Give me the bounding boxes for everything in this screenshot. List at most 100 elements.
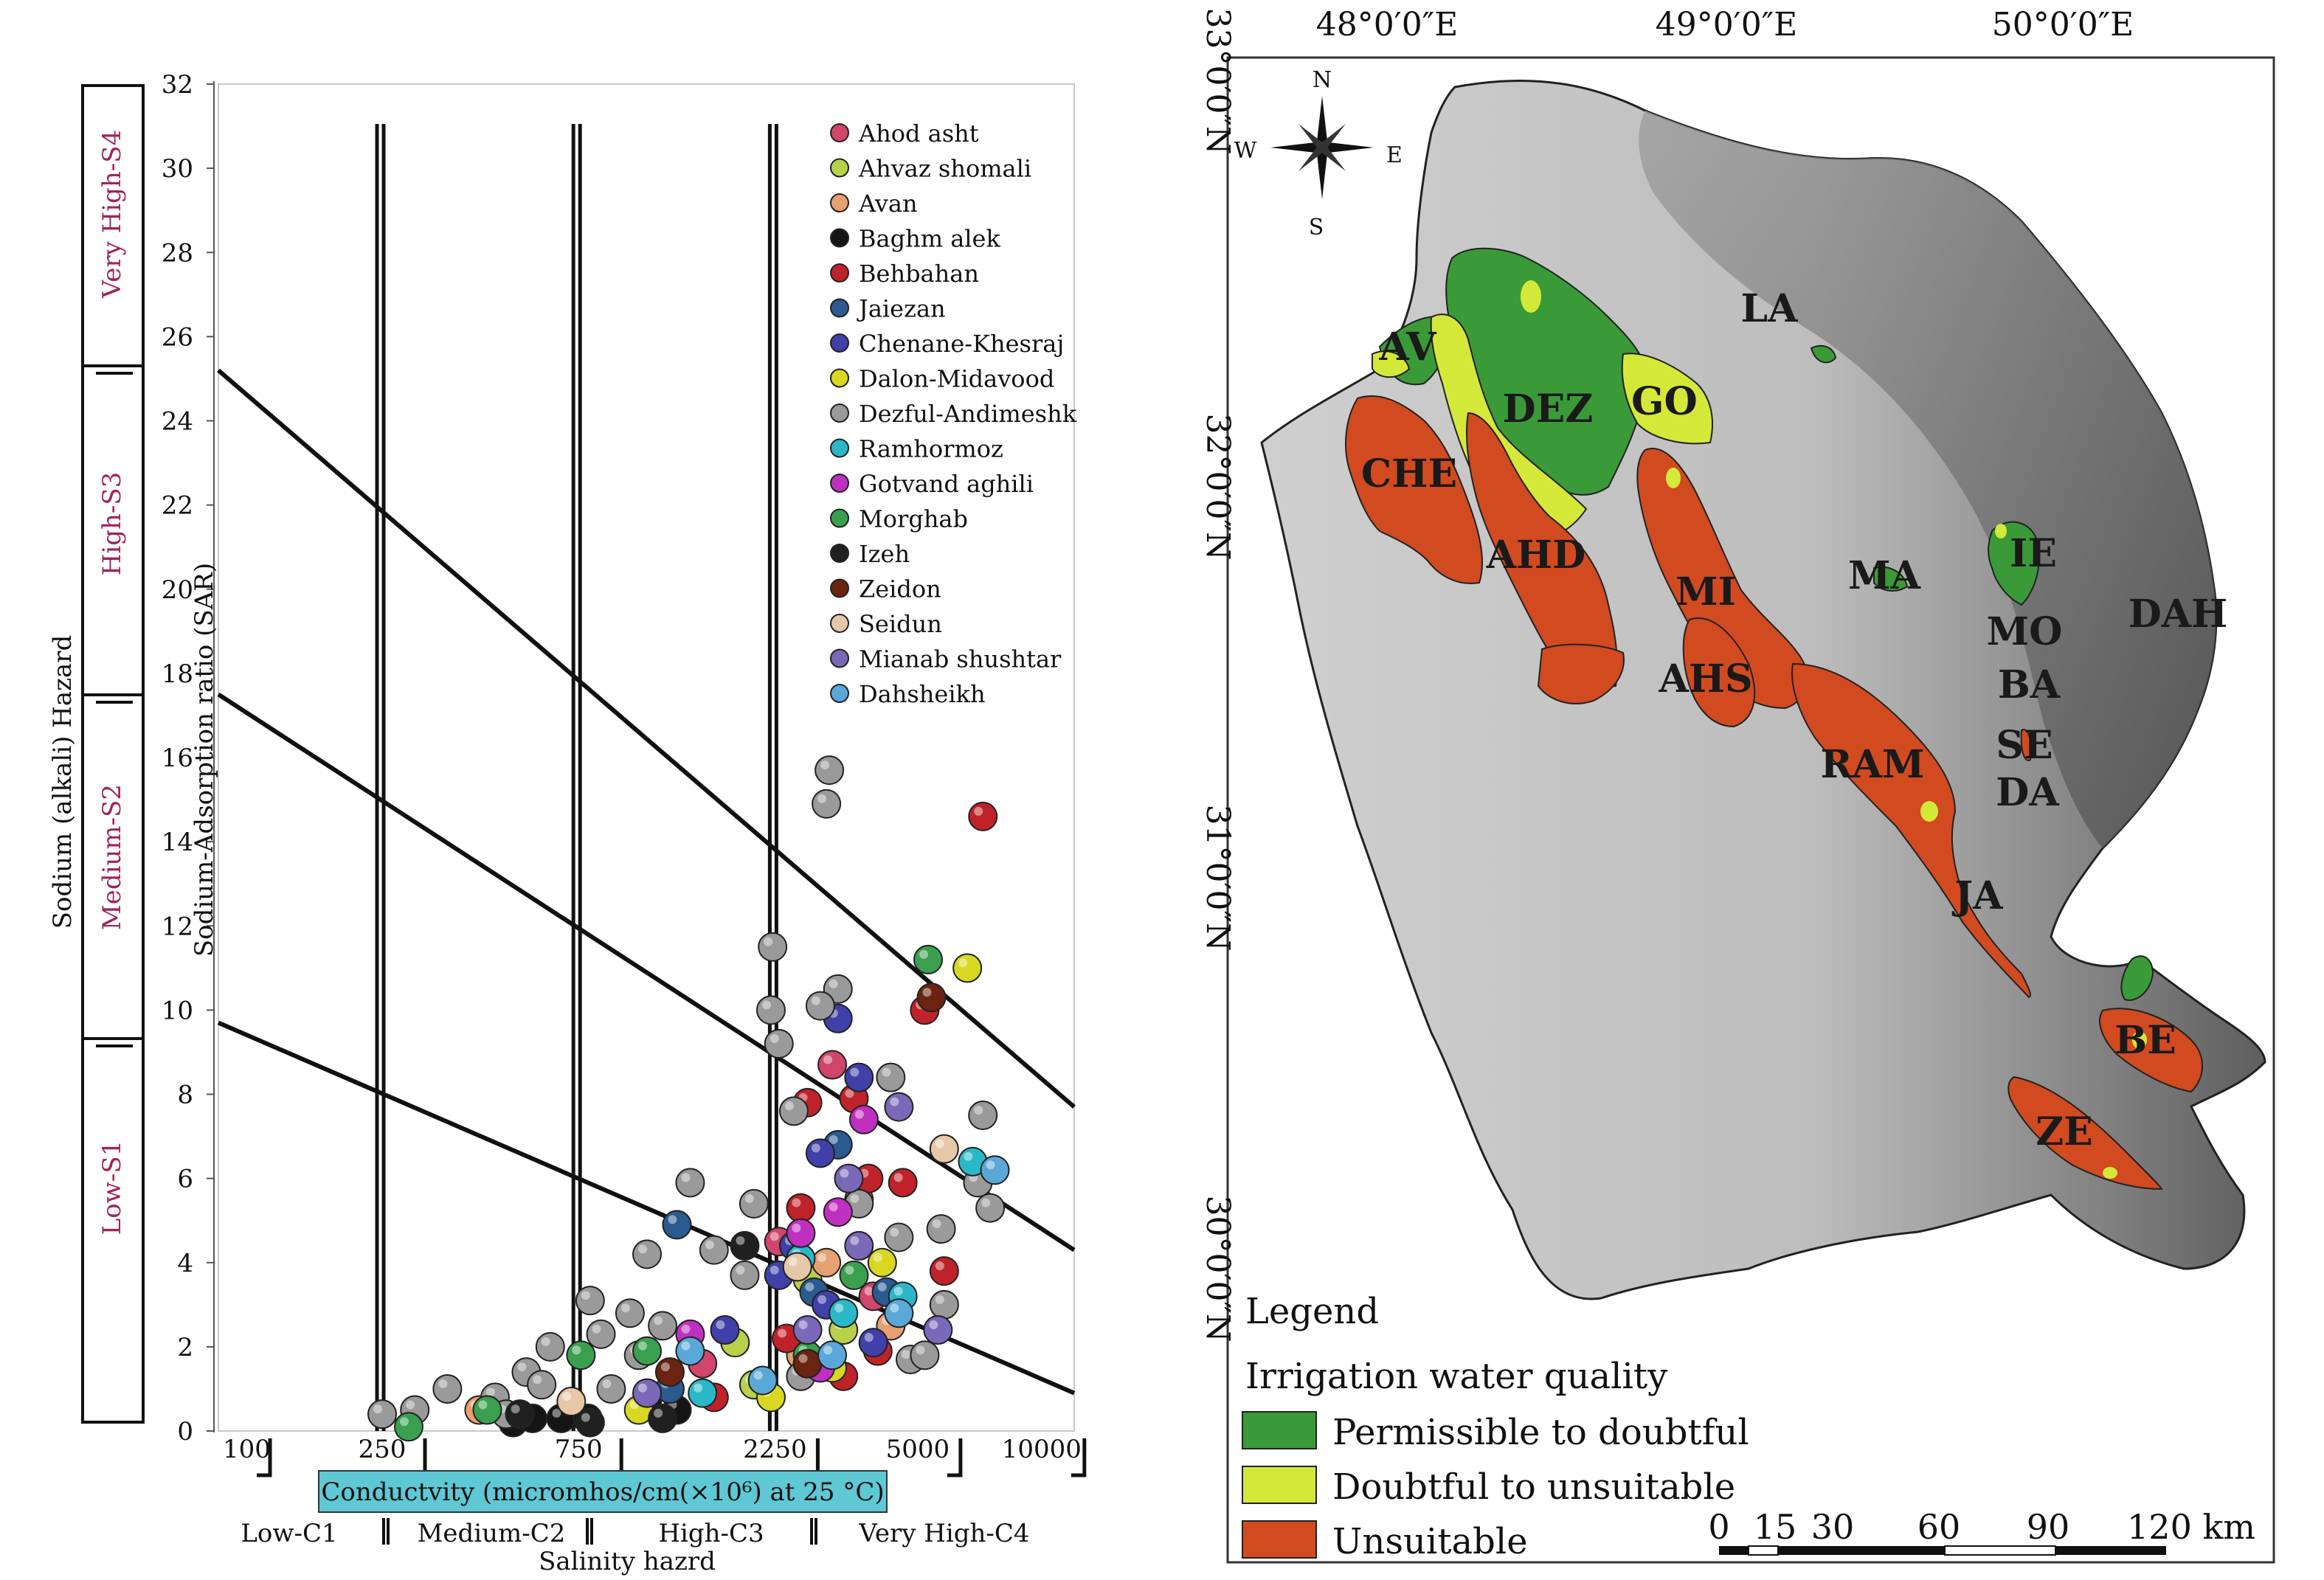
data-point-highlight [373, 1404, 383, 1414]
data-point-highlight [798, 1354, 808, 1363]
data-point [929, 1134, 959, 1164]
data-point-highlight [792, 1223, 801, 1233]
data-point [792, 1315, 823, 1345]
y-tick-label: 14 [162, 828, 193, 857]
zone-red-small-se [2020, 729, 2032, 761]
data-point-highlight [736, 1236, 745, 1245]
data-point-highlight [964, 1151, 973, 1161]
y-tick-label: 22 [162, 491, 193, 521]
legend-label-yellow: Doubtful to unsuitable [1332, 1466, 1735, 1508]
data-point [575, 1407, 605, 1438]
data-point-highlight [864, 1286, 874, 1296]
data-point-highlight [581, 1291, 590, 1300]
zone-label: JA [1952, 873, 2004, 918]
legend-marker [830, 298, 849, 318]
data-point-highlight [798, 1320, 808, 1330]
data-point [844, 1230, 874, 1261]
data-point [884, 1298, 914, 1328]
data-point [747, 1365, 778, 1396]
data-point-highlight [811, 996, 820, 1005]
data-point [980, 1155, 1010, 1185]
data-point [968, 1101, 998, 1131]
zone-label: DEZ [1503, 387, 1594, 432]
legend-entry: Zeidon [859, 575, 941, 603]
data-point-highlight [817, 1252, 827, 1262]
data-point-highlight [399, 1417, 409, 1427]
zone-label: BA [1998, 662, 2061, 707]
data-point-highlight [770, 1034, 779, 1044]
y-tick-label: 26 [162, 322, 193, 352]
legend-entry: Mianab shushtar [859, 645, 1062, 673]
x-axis-title-box [318, 1470, 888, 1513]
data-point [829, 1298, 859, 1328]
legend-entry: Dezful-Andimeshk [859, 400, 1077, 428]
data-point [699, 1235, 729, 1265]
data-point-highlight [438, 1379, 448, 1388]
salinity-hazard-title: Salinity hazrd [539, 1547, 716, 1576]
sodium-boundary-line [217, 692, 1076, 1252]
legend-marker [830, 578, 849, 598]
zone-red-mi [1636, 448, 1809, 710]
data-point [648, 1311, 678, 1341]
legend-entry: Avan [858, 190, 918, 218]
data-point-highlight [533, 1375, 542, 1385]
data-point-highlight [736, 1265, 745, 1275]
data-point-highlight [817, 1295, 827, 1304]
data-point [823, 1197, 853, 1227]
data-point-highlight [829, 979, 838, 988]
data-point-highlight [485, 1387, 495, 1397]
data-point-highlight [602, 1379, 612, 1388]
data-point [730, 1230, 760, 1261]
data-point-highlight [829, 1202, 838, 1212]
data-point-highlight [478, 1400, 488, 1410]
data-point-highlight [890, 1097, 899, 1106]
data-point [662, 1210, 692, 1240]
zone-red-ahd [1466, 412, 1618, 687]
legend-entry: Behbahan [859, 260, 979, 288]
north-arrow-icon: N S W E [1234, 67, 1403, 240]
data-point-highlight [744, 1193, 754, 1203]
data-point [675, 1336, 705, 1366]
legend-marker [830, 684, 849, 703]
data-point-highlight [893, 1286, 903, 1296]
irrigation-map: 48°0′0″E 49°0′0″E 50°0′0″E 33°0′0″N 32°0… [1199, 6, 2275, 1564]
data-point [730, 1260, 760, 1290]
lat-label-30: 30°0′0″N [1199, 1196, 1237, 1342]
data-point [393, 1412, 423, 1442]
data-point [535, 1331, 565, 1362]
data-point [888, 1168, 918, 1198]
data-point-highlight [668, 1215, 677, 1224]
data-point [782, 1252, 812, 1282]
legend-marker [830, 508, 849, 528]
legend-marker [830, 123, 849, 142]
y-tick-label: 10 [162, 996, 193, 1025]
data-point [916, 983, 947, 1013]
legend-subtitle: Irrigation water quality [1245, 1356, 1667, 1397]
data-point-highlight [753, 1371, 763, 1380]
legend-entry: Ahod asht [858, 119, 979, 148]
data-point-highlight [681, 1324, 691, 1334]
data-point-highlight [935, 1295, 944, 1304]
y-tick-label: 8 [177, 1081, 193, 1110]
legend-marker [830, 368, 849, 388]
salinity-class-c1: Low-C1 [241, 1519, 337, 1548]
data-point [812, 789, 842, 819]
salinity-hazard-scale: Low-C1 Medium-C2 High-C3 Very High-C4 Sa… [241, 1518, 1030, 1576]
legend-title: Legend [1245, 1291, 1379, 1332]
data-point-highlight [823, 1345, 833, 1355]
lat-label-31: 31°0′0″N [1199, 805, 1237, 952]
y-tick-label: 20 [162, 575, 193, 605]
y-tick-label: 4 [177, 1249, 193, 1278]
data-point [615, 1298, 645, 1328]
data-point-highlight [581, 1413, 590, 1422]
zone-red-ahd-south [1537, 643, 1625, 704]
data-point-highlight [572, 1345, 581, 1355]
zone-green-ie [1988, 521, 2040, 606]
zone-label: SE [1996, 723, 2052, 768]
data-point [755, 995, 786, 1025]
y-tick-label: 16 [162, 744, 193, 773]
yellow-spots [1521, 280, 2147, 1179]
data-point-highlight [935, 1261, 944, 1271]
data-point [566, 1340, 596, 1371]
